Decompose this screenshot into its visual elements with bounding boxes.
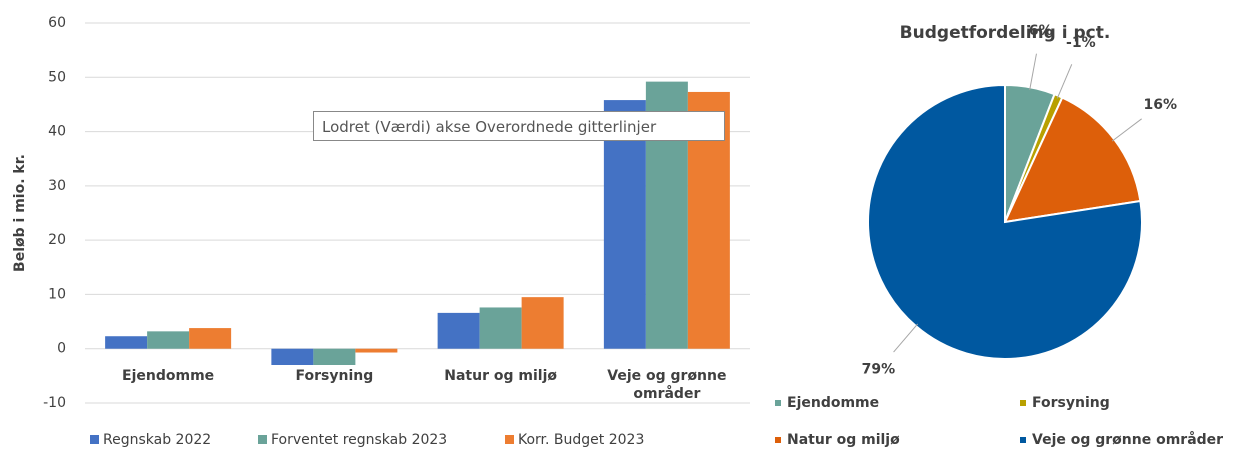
legend-swatch bbox=[775, 437, 781, 443]
bar bbox=[189, 328, 232, 349]
legend-swatch bbox=[258, 435, 267, 444]
y-tick-label: 0 bbox=[57, 341, 66, 357]
legend-label: Regnskab 2022 bbox=[103, 432, 211, 448]
leader-line bbox=[893, 323, 919, 353]
data-label: -1% bbox=[1066, 35, 1096, 51]
data-label: 16% bbox=[1143, 97, 1177, 113]
x-tick-label: Veje og grønne områder bbox=[607, 368, 727, 402]
bar bbox=[479, 307, 522, 349]
y-axis-label: Beløb i mio. kr. bbox=[12, 154, 28, 272]
bar bbox=[521, 297, 564, 349]
y-tick-label: 40 bbox=[48, 124, 66, 140]
data-label: 79% bbox=[862, 362, 896, 378]
data-label: 6% bbox=[1029, 23, 1053, 39]
x-tick-label: Natur og miljø bbox=[444, 368, 557, 384]
legend-swatch bbox=[1020, 437, 1026, 443]
legend-label: Natur og miljø bbox=[787, 432, 900, 448]
y-tick-label: 20 bbox=[48, 232, 66, 248]
y-tick-label: 10 bbox=[48, 286, 66, 302]
x-tick-label: Ejendomme bbox=[122, 368, 215, 384]
x-tick-label: Forsyning bbox=[295, 368, 374, 384]
y-tick-label: 30 bbox=[48, 178, 66, 194]
legend-swatch bbox=[775, 400, 781, 406]
pie-title: Budgetfordeling i pct. bbox=[900, 23, 1111, 43]
bar bbox=[271, 348, 314, 365]
y-tick-label: -10 bbox=[43, 395, 66, 411]
bar bbox=[355, 348, 398, 353]
bar bbox=[603, 100, 646, 349]
y-tick-label: 50 bbox=[48, 69, 66, 85]
y-tick-label: 60 bbox=[48, 15, 66, 31]
legend-label: Forventet regnskab 2023 bbox=[271, 432, 447, 448]
legend-swatch bbox=[90, 435, 99, 444]
leader-line bbox=[1056, 64, 1073, 99]
legend-label: Veje og grønne områder bbox=[1032, 431, 1223, 448]
tooltip: Lodret (Værdi) akse Overordnede gitterli… bbox=[313, 111, 725, 141]
legend-label: Forsyning bbox=[1032, 395, 1110, 411]
legend-label: Ejendomme bbox=[787, 395, 879, 411]
bar bbox=[105, 336, 148, 349]
bar bbox=[437, 312, 480, 349]
legend-swatch bbox=[1020, 400, 1026, 406]
leader-line bbox=[1029, 53, 1037, 91]
bar bbox=[147, 331, 190, 349]
leader-line bbox=[1111, 118, 1142, 142]
legend-swatch bbox=[505, 435, 514, 444]
legend-label: Korr. Budget 2023 bbox=[518, 432, 644, 448]
bar bbox=[313, 348, 356, 365]
